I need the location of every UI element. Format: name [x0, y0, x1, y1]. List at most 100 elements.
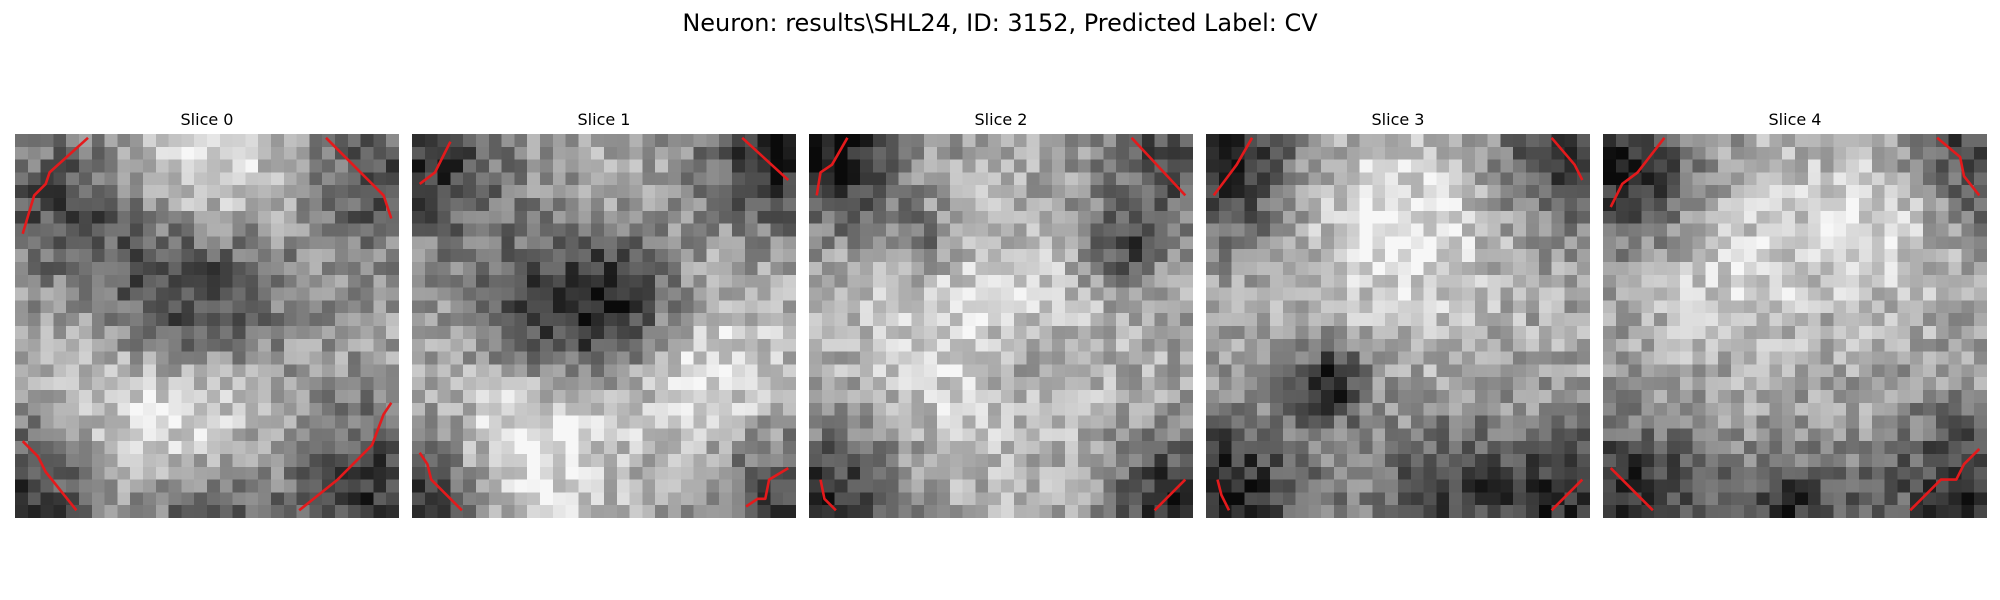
- pixel: [1103, 223, 1117, 237]
- pixel: [386, 223, 399, 237]
- pixel: [1718, 146, 1732, 161]
- pixel: [770, 479, 784, 493]
- pixel: [1500, 134, 1514, 148]
- pixel: [1884, 287, 1898, 301]
- pixel: [783, 300, 796, 314]
- pixel: [463, 236, 477, 250]
- pixel: [1577, 236, 1590, 250]
- pixel: [1564, 351, 1578, 365]
- pixel: [514, 146, 528, 161]
- pixel: [668, 415, 682, 429]
- pixel: [540, 338, 554, 353]
- pixel: [53, 236, 67, 250]
- pixel: [1026, 262, 1040, 276]
- pixel: [1628, 223, 1642, 237]
- pixel: [591, 300, 605, 314]
- pixel: [1410, 338, 1425, 353]
- pixel: [1551, 377, 1565, 391]
- pixel: [732, 466, 746, 481]
- pixel: [770, 274, 784, 289]
- pixel: [1270, 492, 1284, 506]
- pixel: [501, 428, 515, 442]
- pixel: [1436, 364, 1450, 378]
- pixel: [309, 249, 323, 263]
- pixel: [642, 146, 656, 161]
- pixel: [91, 454, 106, 468]
- pixel: [873, 505, 887, 518]
- pixel: [1334, 390, 1348, 404]
- pixel: [322, 287, 336, 301]
- pixel: [258, 466, 272, 481]
- pixel: [1846, 262, 1860, 276]
- pixel: [1577, 505, 1590, 518]
- pixel: [66, 210, 80, 225]
- pixel: [975, 134, 989, 148]
- pixel: [514, 172, 528, 186]
- pixel: [296, 210, 310, 225]
- pixel: [1346, 492, 1361, 506]
- pixel: [1667, 236, 1681, 250]
- pixel: [1526, 492, 1540, 506]
- pixel: [181, 185, 195, 199]
- pixel: [949, 415, 964, 429]
- contour-line: [1153, 478, 1187, 512]
- pixel: [232, 146, 246, 161]
- pixel: [924, 364, 938, 378]
- pixel: [1244, 274, 1258, 289]
- pixel: [207, 351, 221, 365]
- pixel: [488, 223, 503, 237]
- pixel: [181, 146, 195, 161]
- pixel: [66, 146, 80, 161]
- pixel: [911, 134, 925, 148]
- pixel: [476, 274, 490, 289]
- pixel: [1334, 198, 1348, 212]
- pixel: [1667, 479, 1681, 493]
- pixel: [552, 364, 567, 378]
- pixel: [1141, 172, 1156, 186]
- pixel: [565, 210, 579, 225]
- pixel: [1551, 146, 1565, 161]
- pixel: [1334, 326, 1348, 340]
- pixel: [937, 313, 951, 327]
- pixel: [988, 249, 1002, 263]
- pixel: [744, 492, 759, 506]
- pixel: [1948, 134, 1962, 148]
- pixel: [1654, 415, 1668, 429]
- pixel: [1487, 377, 1501, 391]
- pixel: [1615, 134, 1630, 148]
- pixel: [412, 223, 426, 237]
- pixel: [1769, 479, 1783, 493]
- pixel: [1743, 492, 1758, 506]
- pixel: [1871, 146, 1886, 161]
- pixel: [1731, 479, 1745, 493]
- pixel: [207, 390, 221, 404]
- pixel: [1065, 402, 1079, 417]
- pixel: [719, 402, 733, 417]
- pixel: [1244, 172, 1258, 186]
- pixel: [1859, 351, 1873, 365]
- pixel: [1782, 134, 1796, 148]
- pixel: [885, 351, 900, 365]
- pixel: [680, 402, 695, 417]
- pixel: [949, 146, 964, 161]
- pixel: [680, 505, 695, 518]
- pixel: [1743, 313, 1758, 327]
- pixel: [1116, 479, 1130, 493]
- pixel: [66, 287, 80, 301]
- pixel: [1628, 377, 1642, 391]
- pixel: [117, 223, 131, 237]
- pixel: [898, 505, 912, 518]
- pixel: [143, 146, 157, 161]
- pixel: [616, 159, 631, 173]
- pixel: [1270, 479, 1284, 493]
- pixel: [1846, 159, 1860, 173]
- pixel: [937, 300, 951, 314]
- pixel: [1731, 313, 1745, 327]
- pixel: [1154, 454, 1168, 468]
- pixel: [898, 390, 912, 404]
- pixel: [1154, 262, 1168, 276]
- pixel: [873, 466, 887, 481]
- pixel: [104, 492, 118, 506]
- pixel: [79, 505, 93, 518]
- pixel: [937, 479, 951, 493]
